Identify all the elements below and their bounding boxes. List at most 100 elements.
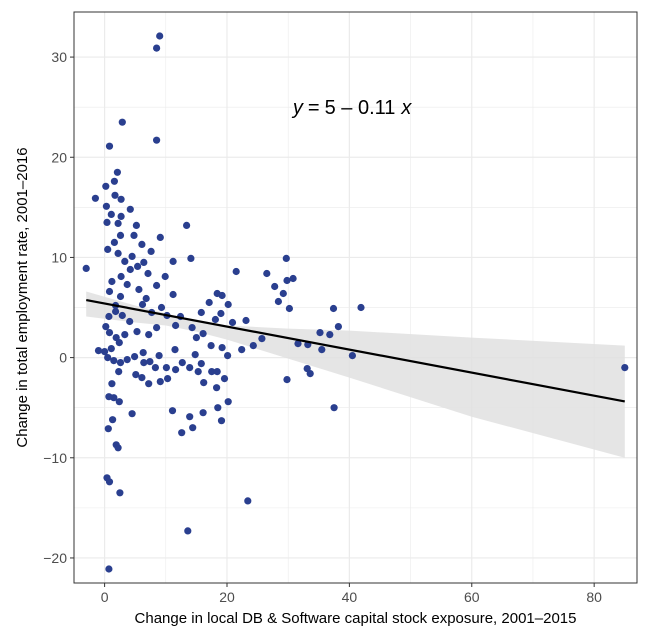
data-point: [285, 304, 293, 313]
data-point: [283, 376, 291, 384]
data-point: [218, 344, 226, 352]
data-point: [131, 353, 139, 361]
data-point: [169, 257, 177, 265]
data-point: [105, 393, 113, 401]
data-point: [123, 280, 131, 289]
confidence-band: [86, 291, 625, 458]
data-point: [186, 364, 194, 372]
data-point: [132, 371, 140, 379]
data-points: [82, 32, 629, 573]
data-point: [199, 409, 207, 417]
data-point: [153, 324, 161, 332]
data-point: [115, 368, 123, 376]
data-point: [118, 118, 126, 126]
data-point: [104, 425, 112, 433]
data-point: [140, 258, 148, 266]
data-point: [105, 312, 113, 321]
data-point: [134, 262, 142, 270]
data-point: [186, 413, 194, 421]
data-point: [138, 300, 147, 309]
data-point: [200, 379, 208, 387]
data-point: [258, 335, 266, 343]
data-point: [126, 317, 134, 326]
data-point: [289, 274, 297, 283]
data-point: [110, 177, 118, 185]
data-point: [164, 375, 172, 383]
data-point: [116, 231, 125, 239]
data-point: [116, 359, 125, 367]
data-point: [279, 289, 287, 298]
data-point: [115, 339, 123, 347]
data-point: [218, 291, 226, 300]
data-point: [172, 321, 180, 330]
data-point: [213, 368, 221, 376]
data-point: [294, 340, 302, 348]
data-point: [102, 202, 110, 210]
data-point: [138, 240, 146, 248]
data-point: [107, 345, 115, 353]
y-tick-label: 0: [59, 350, 67, 366]
data-point: [197, 360, 205, 368]
data-point: [187, 254, 195, 262]
data-point: [91, 194, 99, 202]
data-point: [146, 358, 154, 366]
data-point: [282, 254, 290, 262]
data-point: [168, 407, 177, 415]
axis-ticks: 0 20 40 60 80 −20 −10 0 10 20 30: [43, 49, 602, 605]
x-tick-label: 60: [464, 589, 480, 605]
data-point: [171, 346, 179, 354]
data-point: [123, 356, 131, 364]
data-point: [140, 359, 148, 367]
fit-line-group: [86, 298, 625, 403]
data-point: [132, 221, 140, 229]
x-tick-label: 40: [342, 589, 358, 605]
panel-border: [73, 11, 638, 584]
data-point: [142, 294, 150, 303]
data-point: [199, 330, 207, 338]
data-point: [121, 257, 129, 265]
data-point: [133, 328, 141, 336]
data-point: [169, 290, 177, 299]
data-point: [138, 374, 146, 382]
y-tick-label: 20: [51, 149, 67, 165]
data-point: [207, 342, 215, 350]
data-point: [107, 210, 115, 218]
y-tick-label: −20: [43, 550, 67, 566]
regression-equation: y = 5 – 0.11 x: [291, 97, 413, 119]
data-point: [112, 307, 120, 316]
data-point: [205, 298, 213, 307]
data-point: [224, 398, 232, 406]
x-tick-label: 20: [219, 589, 235, 605]
equation-y-variable: y: [291, 97, 304, 119]
data-point: [151, 364, 159, 372]
data-point: [109, 416, 117, 424]
data-point: [117, 212, 125, 220]
data-point: [178, 429, 186, 437]
data-point: [211, 315, 219, 324]
confidence-band-group: [86, 291, 625, 458]
data-point: [110, 238, 118, 246]
data-point: [128, 410, 136, 418]
data-point: [82, 264, 90, 272]
data-point: [213, 384, 221, 392]
data-point: [156, 32, 164, 40]
data-point: [621, 364, 629, 372]
x-tick-label: 80: [586, 589, 602, 605]
data-point: [214, 404, 222, 412]
data-point: [197, 308, 205, 317]
x-axis-title: Change in local DB & Software capital st…: [135, 610, 577, 627]
data-point: [189, 424, 197, 432]
data-point: [118, 311, 126, 320]
data-point: [249, 342, 257, 350]
data-point: [114, 444, 122, 452]
data-point: [283, 276, 291, 285]
y-axis-title: Change in total employment rate, 2001–20…: [14, 147, 31, 447]
data-point: [217, 417, 226, 425]
data-point: [105, 565, 113, 573]
data-point: [128, 252, 136, 260]
data-point: [108, 380, 116, 388]
data-point: [263, 269, 271, 278]
data-point: [126, 265, 134, 274]
data-point: [157, 303, 166, 312]
data-point: [145, 331, 153, 339]
